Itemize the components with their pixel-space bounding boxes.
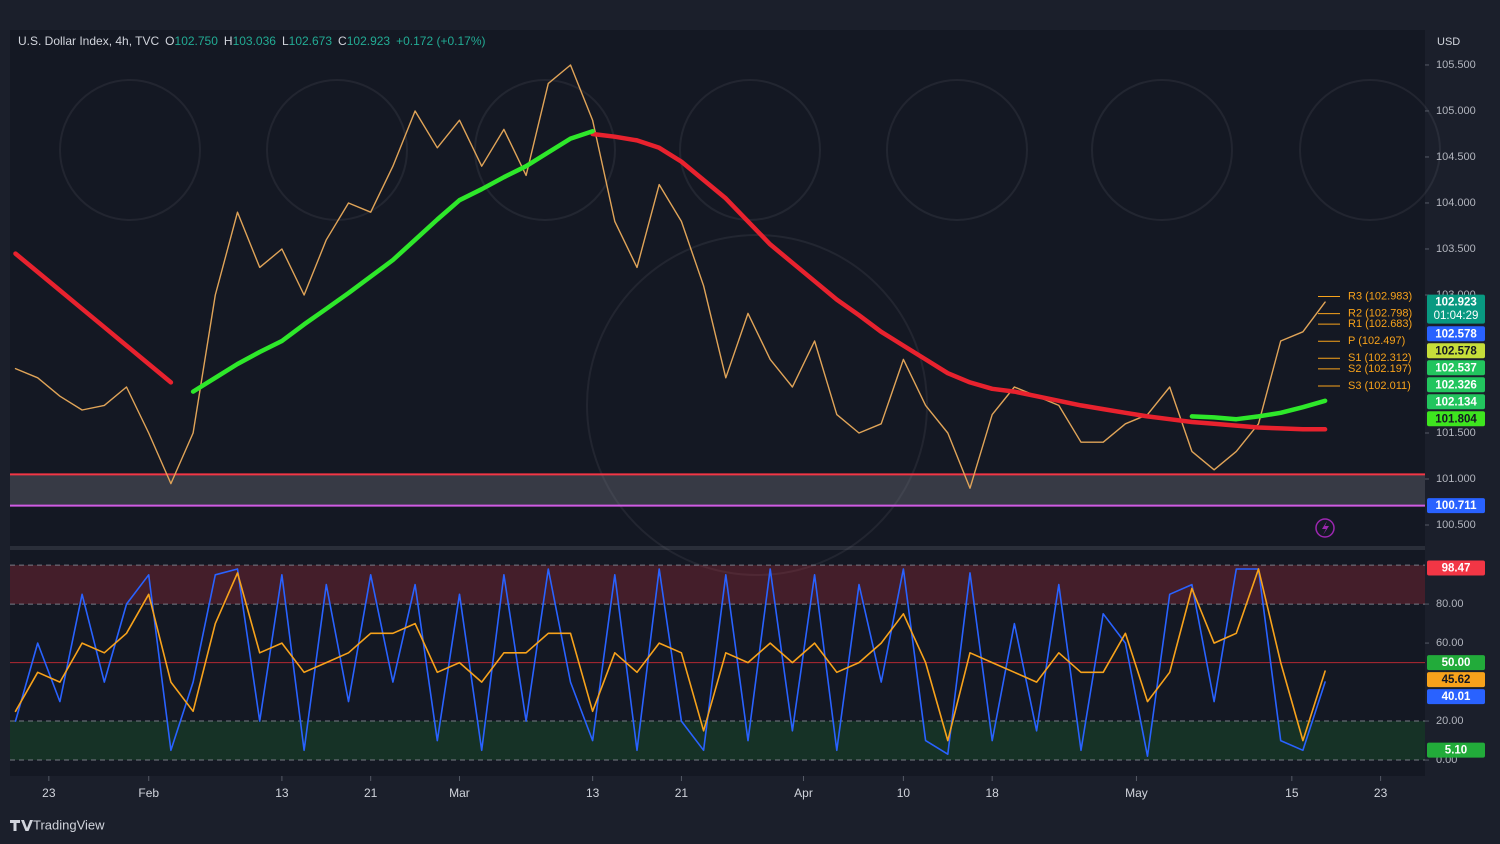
x-tick-label: 13: [275, 786, 289, 800]
price-badge-label: 50.00: [1442, 657, 1471, 669]
series-line: [14, 568, 1326, 757]
price-badge: [1427, 655, 1485, 671]
x-tick-label: 23: [1374, 786, 1388, 800]
x-tick-label: Feb: [138, 786, 159, 800]
pivot-label: R3 (102.983): [1348, 290, 1412, 302]
header-text: O: [165, 34, 174, 48]
price-badge-label: 45.62: [1442, 674, 1471, 686]
series-line: [190, 128, 1328, 422]
x-tick-label: 21: [675, 786, 689, 800]
header-text: C: [338, 34, 347, 48]
countdown: 01:04:29: [1434, 310, 1479, 322]
header-text: U.S. Dollar Index, 4h, TVC: [18, 34, 160, 48]
price-badge-label: 40.01: [1442, 691, 1471, 703]
header-text: +0.172 (+0.17%): [396, 34, 485, 48]
price-badge: [1427, 377, 1485, 393]
alert-bolt: [1322, 521, 1329, 535]
brand-name: TradingView: [33, 817, 105, 832]
price-badge: [1427, 498, 1485, 514]
header-text: L: [282, 34, 289, 48]
price-badge: [1427, 411, 1485, 427]
pivot-label: S1 (102.312): [1348, 352, 1412, 364]
y-tick-label: 105.000: [1436, 105, 1476, 117]
y-tick-label: 104.500: [1436, 151, 1476, 163]
y-tick-label: 101.000: [1436, 473, 1476, 485]
watermark: [59, 79, 1441, 576]
price-badge-label: 98.47: [1442, 563, 1471, 575]
price-badge-label: 102.923: [1435, 297, 1477, 309]
price-badge-label: 100.711: [1436, 500, 1478, 512]
header-text: H: [224, 34, 233, 48]
pivot-label: P (102.497): [1348, 335, 1405, 347]
x-tick-label: 18: [985, 786, 999, 800]
header-text: 102.750: [175, 34, 219, 48]
x-tick-label: May: [1125, 786, 1148, 800]
series-line: [13, 131, 1328, 432]
price-badge-label: 5.10: [1445, 745, 1467, 757]
support-zone: [10, 474, 1425, 506]
price-badge: [1427, 294, 1485, 324]
price-badge: [1427, 360, 1485, 376]
header-text: 102.923: [347, 34, 391, 48]
y-tick-label: 80.00: [1436, 598, 1464, 610]
price-badge-label: 102.578: [1435, 345, 1477, 357]
pivot-label: S2 (102.197): [1348, 363, 1412, 375]
price-badge-label: 101.804: [1435, 413, 1477, 425]
price-badge: [1427, 742, 1485, 758]
y-tick-label: 104.000: [1436, 197, 1476, 209]
x-tick-label: 23: [42, 786, 56, 800]
price-badge-label: 102.578: [1435, 328, 1477, 340]
y-tick-label: 20.00: [1436, 715, 1464, 727]
x-tick-label: Apr: [794, 786, 813, 800]
price-badge: [1427, 343, 1485, 359]
x-tick-label: 21: [364, 786, 378, 800]
overbought-zone: [10, 565, 1425, 605]
brand-logo: [10, 820, 33, 831]
price-badge: [1427, 394, 1485, 410]
y-tick-label: 105.500: [1436, 59, 1476, 71]
price-badge-label: 102.134: [1435, 396, 1477, 408]
x-tick-label: 13: [586, 786, 600, 800]
price-badge: [1427, 560, 1485, 576]
price-badge-label: 102.537: [1435, 362, 1477, 374]
y-tick-label: 101.500: [1436, 427, 1476, 439]
pivot-label: R2 (102.798): [1348, 307, 1412, 319]
plot-area: [10, 30, 1425, 776]
x-tick-label: Mar: [449, 786, 470, 800]
pivot-label: S3 (102.011): [1348, 380, 1411, 392]
alert-icon[interactable]: [1315, 518, 1335, 538]
x-tick-label: 10: [897, 786, 911, 800]
y-tick-label: 60.00: [1436, 637, 1464, 649]
header-text: 102.673: [289, 34, 333, 48]
header-text: 103.036: [233, 34, 277, 48]
price-badge: [1427, 672, 1485, 688]
y-tick-label: 100.500: [1436, 519, 1476, 531]
series-line: [14, 64, 1326, 489]
pivot-label: R1 (102.683): [1348, 318, 1412, 330]
price-badge: [1427, 689, 1485, 705]
y-tick-label: 103.500: [1436, 243, 1476, 255]
price-badge-label: 102.326: [1435, 379, 1477, 391]
price-badge: [1427, 326, 1485, 342]
x-tick-label: 15: [1285, 786, 1299, 800]
currency: USD: [1437, 36, 1460, 48]
oversold-zone: [10, 721, 1425, 761]
series-line: [14, 568, 1326, 742]
